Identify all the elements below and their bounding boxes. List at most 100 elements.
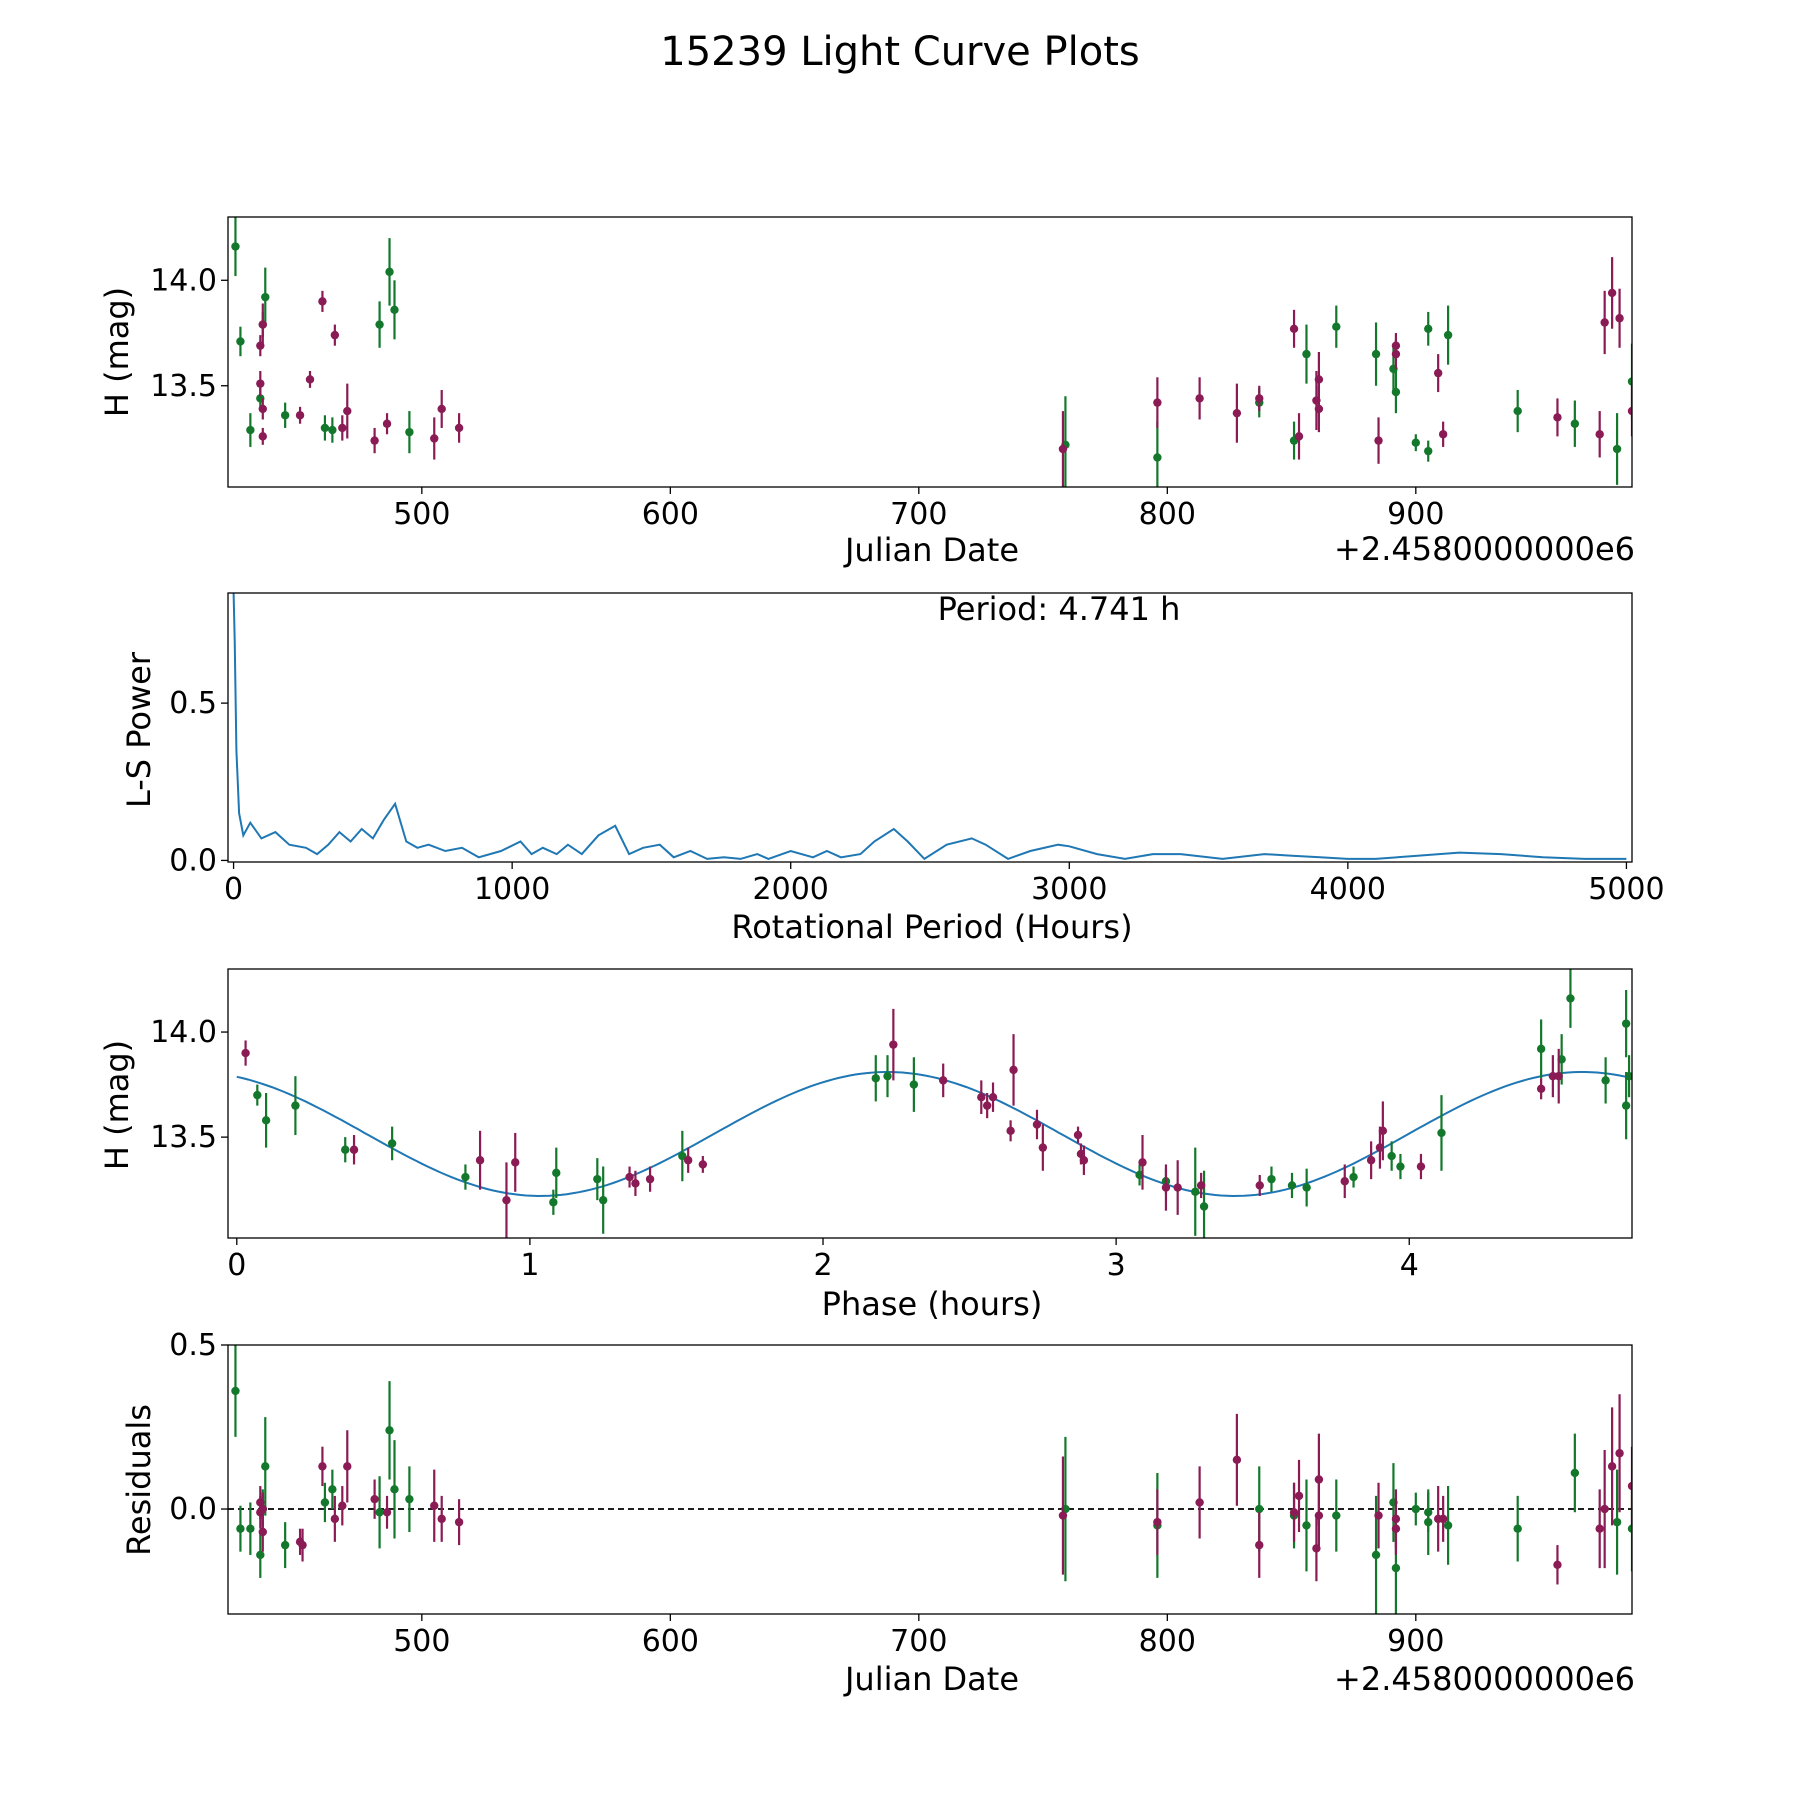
lightcurve-purple-point <box>1607 288 1617 298</box>
residuals-green-point <box>1424 1517 1433 1527</box>
phased-purple-point <box>1173 1183 1182 1192</box>
lightcurve-purple-point <box>1195 394 1204 403</box>
lightcurve-purple-point <box>1391 349 1401 359</box>
phased-panel: Phase (hours) H (mag) 0 1 2 3 4 13.5 14.0 <box>98 968 1633 1323</box>
phased-green-point <box>1536 1044 1546 1054</box>
residuals-purple-point <box>1314 1511 1324 1520</box>
phased-green-point <box>1396 1162 1405 1171</box>
phased-purple-point <box>349 1145 359 1154</box>
periodogram-y-tick-label: 0.0 <box>169 843 217 878</box>
periodogram-x-tick-label: 1000 <box>474 872 550 907</box>
phased-green-point <box>341 1145 350 1154</box>
residuals-x-tick-label: 500 <box>393 1624 450 1659</box>
lightcurve-green-point <box>1371 349 1381 359</box>
periodogram-panel: Period: 4.741 h Rotational Period (Hours… <box>120 590 1665 946</box>
phased-green-point <box>1302 1183 1311 1192</box>
lightcurve-green-point <box>1612 444 1622 454</box>
phased-axes-frame <box>227 968 1633 1239</box>
lightcurve-green-point <box>261 292 270 302</box>
residuals-purple-point <box>343 1462 352 1471</box>
lightcurve-purple-point <box>370 436 379 445</box>
phased-purple-point <box>1416 1162 1426 1171</box>
phased-green-point <box>552 1168 561 1178</box>
residuals-purple-point <box>338 1501 347 1510</box>
lightcurve-purple-point <box>330 330 340 340</box>
residuals-green-point <box>328 1485 337 1494</box>
lightcurve-plot-area <box>231 217 1632 487</box>
residuals-purple-point <box>1058 1511 1068 1520</box>
lightcurve-purple-point <box>258 432 267 441</box>
phased-green-point <box>593 1174 602 1184</box>
residuals-purple-point <box>1314 1475 1324 1484</box>
lightcurve-purple-point <box>1615 314 1624 323</box>
residuals-green-point <box>236 1524 245 1533</box>
phased-green-point <box>1267 1174 1276 1184</box>
phased-purple-point <box>645 1174 655 1184</box>
phased-green-point <box>909 1080 919 1089</box>
periodogram-x-tick-label: 0 <box>224 872 243 907</box>
residuals-purple-point <box>1374 1511 1383 1520</box>
lightcurve-green-point <box>1411 438 1421 447</box>
phased-green-point <box>253 1090 262 1100</box>
lightcurve-green-point <box>375 320 384 329</box>
residuals-purple-point <box>1289 1508 1299 1517</box>
residuals-purple-point <box>1553 1560 1562 1569</box>
lightcurve-green-point <box>385 267 394 277</box>
phased-purple-point <box>1340 1177 1349 1186</box>
phased-purple-point <box>1006 1126 1015 1136</box>
residuals-purple-point <box>454 1517 464 1527</box>
residuals-purple-point <box>1195 1498 1204 1507</box>
residuals-purple-point <box>1294 1491 1304 1501</box>
lightcurve-purple-point <box>343 406 352 416</box>
lightcurve-purple-point <box>1153 398 1162 407</box>
lightcurve-purple-point <box>454 423 464 433</box>
lightcurve-purple-point <box>1314 375 1324 384</box>
lightcurve-x-tick-label: 700 <box>890 497 947 532</box>
phased-green-point <box>1191 1187 1200 1196</box>
phased-x-tick-label: 4 <box>1400 1248 1419 1283</box>
lightcurve-purple-point <box>338 423 347 433</box>
residuals-panel: Julian Date +2.4580000000e6 Residuals 50… <box>120 1328 1635 1698</box>
periodogram-x-tick-label: 2000 <box>753 872 829 907</box>
residuals-green-point <box>1443 1521 1453 1530</box>
lightcurve-ylabel: H (mag) <box>98 287 136 417</box>
phased-purple-point <box>698 1160 708 1169</box>
phased-purple-point <box>631 1179 640 1188</box>
phased-purple-point <box>625 1172 634 1182</box>
residuals-x-offset: +2.4580000000e6 <box>1334 1660 1635 1698</box>
lightcurve-purple-point <box>1627 406 1632 416</box>
residuals-purple-point <box>370 1494 379 1504</box>
lightcurve-purple-point <box>1232 408 1242 418</box>
lightcurve-x-tick-label: 800 <box>1139 497 1196 532</box>
lightcurve-purple-point <box>1438 430 1448 439</box>
residuals-green-point <box>390 1485 399 1494</box>
periodogram-plot-area <box>232 593 1627 861</box>
lightcurve-green-point <box>1513 406 1522 416</box>
residuals-green-point <box>1411 1504 1421 1514</box>
residuals-xlabel: Julian Date <box>843 1660 1019 1698</box>
phased-purple-point <box>1554 1071 1563 1081</box>
phased-purple-point <box>1038 1143 1048 1152</box>
residuals-y-tick-label: 0.0 <box>169 1492 217 1527</box>
lightcurve-purple-point <box>1433 368 1443 378</box>
phased-green-point <box>291 1101 300 1110</box>
residuals-green-point <box>1255 1504 1264 1514</box>
lightcurve-panel: Julian Date +2.4580000000e6 H (mag) 500 6… <box>98 216 1635 569</box>
lightcurve-green-point <box>390 305 399 315</box>
periodogram-ylabel: L-S Power <box>120 651 158 808</box>
phased-green-point <box>1621 1019 1631 1028</box>
residuals-x-tick-label: 700 <box>890 1624 947 1659</box>
residuals-plot-area <box>228 1345 1632 1614</box>
residuals-green-point <box>246 1524 255 1533</box>
phased-x-tick-label: 0 <box>227 1248 246 1283</box>
lightcurve-purple-point <box>1058 444 1068 454</box>
phased-purple-point <box>1138 1158 1147 1167</box>
phased-purple-point <box>1073 1130 1083 1140</box>
phased-green-point <box>1437 1128 1446 1138</box>
lightcurve-purple-point <box>295 411 305 420</box>
phased-ylabel: H (mag) <box>98 1040 136 1170</box>
lightcurve-green-point <box>236 337 245 346</box>
lightcurve-green-point <box>328 425 337 435</box>
residuals-purple-point <box>330 1514 340 1524</box>
lightcurve-green-point <box>1153 453 1162 462</box>
